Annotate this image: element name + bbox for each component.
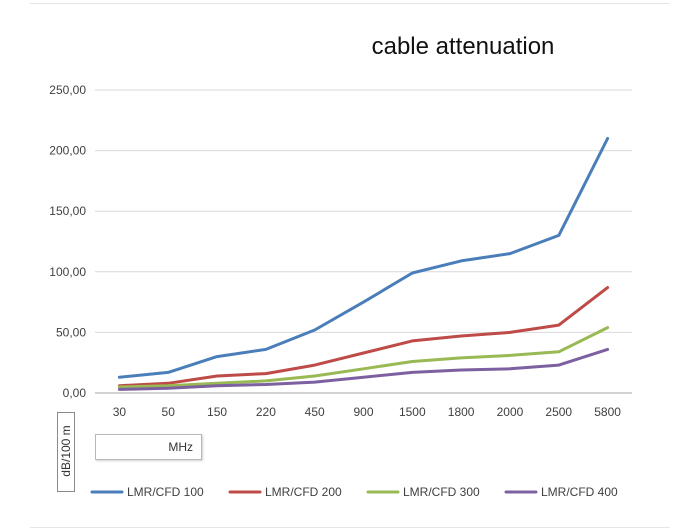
x-tick-label: 30: [113, 405, 127, 419]
series-lines: [117, 137, 610, 391]
y-tick-label: 0,00: [63, 386, 87, 400]
series-line-lmr-cfd-100: [117, 137, 610, 379]
series-line-lmr-cfd-300: [117, 326, 610, 389]
series-line-lmr-cfd-400: [117, 347, 610, 391]
series-line-lmr-cfd-200: [117, 286, 610, 388]
bottom-border: [30, 527, 670, 528]
x-tick-label: 2000: [497, 405, 524, 419]
x-tick-label: 1500: [399, 405, 426, 419]
x-tick-label: 2500: [545, 405, 572, 419]
y-axis-title-box: dB/100 m: [57, 412, 75, 492]
y-tick-label: 250,00: [49, 83, 86, 97]
x-tick-label: 50: [162, 405, 176, 419]
x-tick-label: 5800: [594, 405, 621, 419]
y-tick-label: 200,00: [49, 144, 86, 158]
x-axis-title-box: MHz: [95, 434, 202, 460]
legend: LMR/CFD 100 LMR/CFD 200 LMR/CFD 300 LMR/CFD…: [90, 485, 618, 499]
y-axis-ticks: 0,00 50,00 100,00 150,00 200,00 250,00: [49, 83, 86, 400]
x-tick-label: 450: [305, 405, 325, 419]
x-axis-ticks: 30 50 150 220 450 900 1500 1800 2000 2500 5800: [113, 405, 622, 419]
legend-label: LMR/CFD 200: [265, 485, 342, 499]
x-tick-label: 220: [256, 405, 276, 419]
x-tick-label: 900: [353, 405, 373, 419]
legend-label: LMR/CFD 400: [541, 485, 618, 499]
x-tick-label: 150: [207, 405, 227, 419]
chart-title: cable attenuation: [372, 33, 555, 60]
y-axis-title: dB/100 m: [59, 425, 73, 477]
y-tick-label: 150,00: [49, 204, 86, 218]
y-tick-label: 100,00: [49, 265, 86, 279]
x-axis-title: MHz: [168, 440, 193, 454]
legend-label: LMR/CFD 100: [127, 485, 204, 499]
gridlines: [95, 89, 632, 394]
x-tick-label: 1800: [448, 405, 475, 419]
top-border: [30, 3, 670, 4]
y-tick-label: 50,00: [56, 325, 86, 339]
legend-label: LMR/CFD 300: [403, 485, 480, 499]
